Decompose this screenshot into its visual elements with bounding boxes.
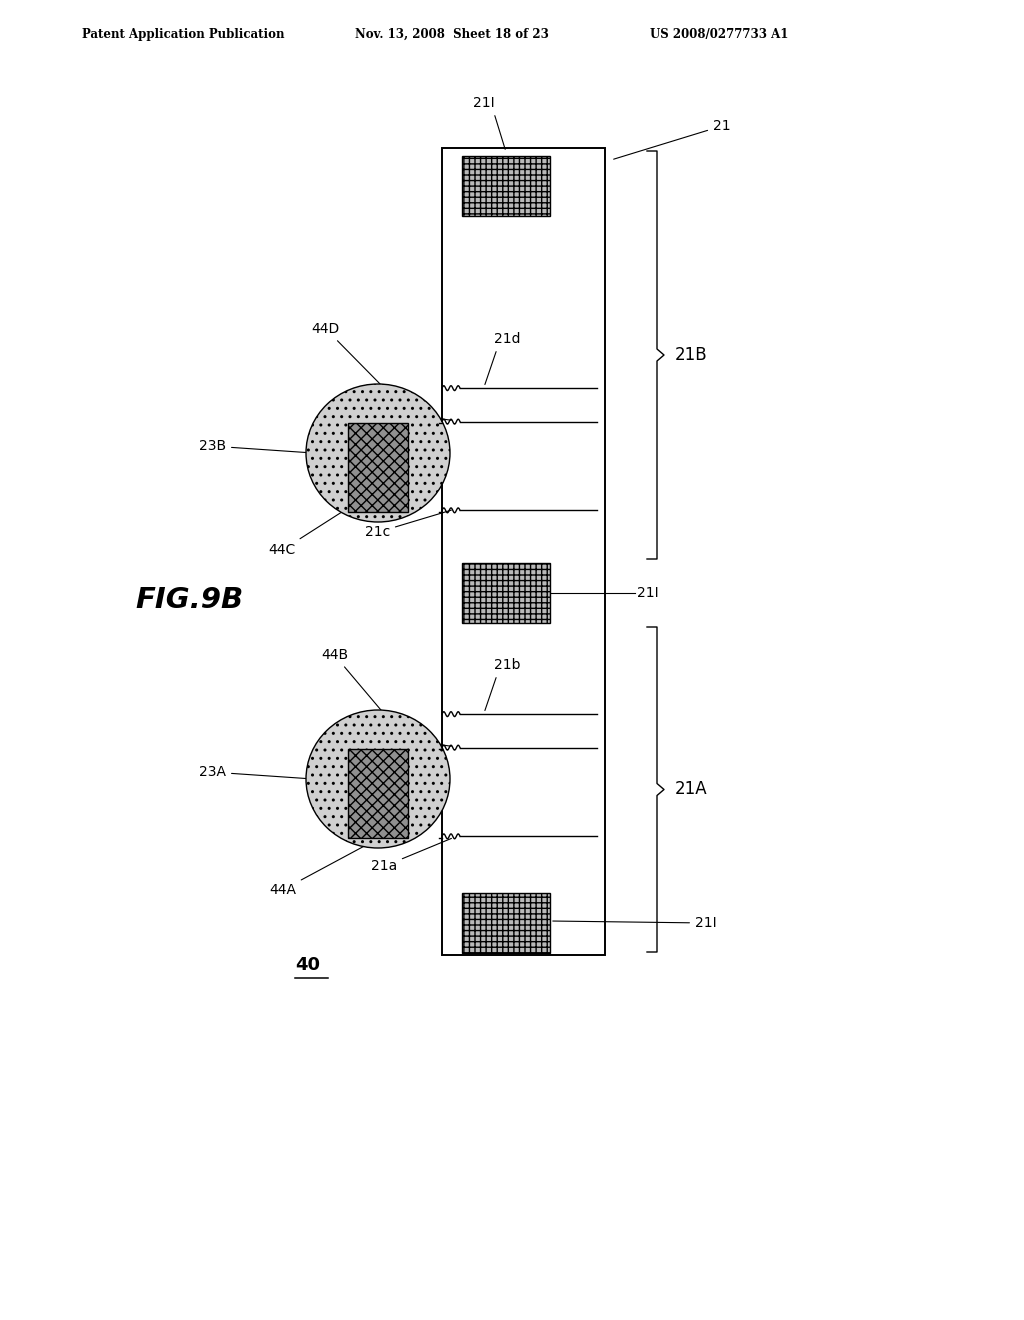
Text: 40: 40 bbox=[295, 956, 319, 974]
Text: Patent Application Publication: Patent Application Publication bbox=[82, 28, 285, 41]
Ellipse shape bbox=[306, 710, 450, 847]
Bar bbox=[348, 422, 408, 512]
Ellipse shape bbox=[306, 384, 450, 521]
Text: 44A: 44A bbox=[269, 845, 368, 898]
Text: 44B: 44B bbox=[321, 648, 384, 714]
Text: 21B: 21B bbox=[675, 346, 708, 364]
Text: 21A: 21A bbox=[675, 780, 708, 799]
Bar bbox=[348, 748, 408, 838]
Text: FIG.9B: FIG.9B bbox=[135, 586, 244, 614]
Text: 22B: 22B bbox=[362, 403, 452, 420]
Text: 44C: 44C bbox=[268, 495, 368, 557]
Text: 21: 21 bbox=[613, 119, 731, 160]
Text: 21I: 21I bbox=[473, 96, 495, 110]
Text: 21b: 21b bbox=[494, 657, 520, 672]
Bar bbox=[462, 156, 550, 216]
Text: 21a: 21a bbox=[371, 838, 452, 874]
Text: US 2008/0277733 A1: US 2008/0277733 A1 bbox=[650, 28, 788, 41]
Bar bbox=[442, 148, 605, 954]
Text: 23A: 23A bbox=[199, 766, 310, 779]
Text: 21c: 21c bbox=[365, 510, 452, 540]
Text: Nov. 13, 2008  Sheet 18 of 23: Nov. 13, 2008 Sheet 18 of 23 bbox=[355, 28, 549, 41]
Bar bbox=[462, 894, 550, 953]
Bar bbox=[462, 564, 550, 623]
Text: 21d: 21d bbox=[494, 333, 520, 346]
Text: 22A: 22A bbox=[362, 729, 452, 746]
Text: 23B: 23B bbox=[199, 440, 310, 453]
Text: 21I: 21I bbox=[553, 916, 717, 931]
Text: 44D: 44D bbox=[311, 322, 384, 388]
Text: 21I: 21I bbox=[637, 586, 658, 601]
